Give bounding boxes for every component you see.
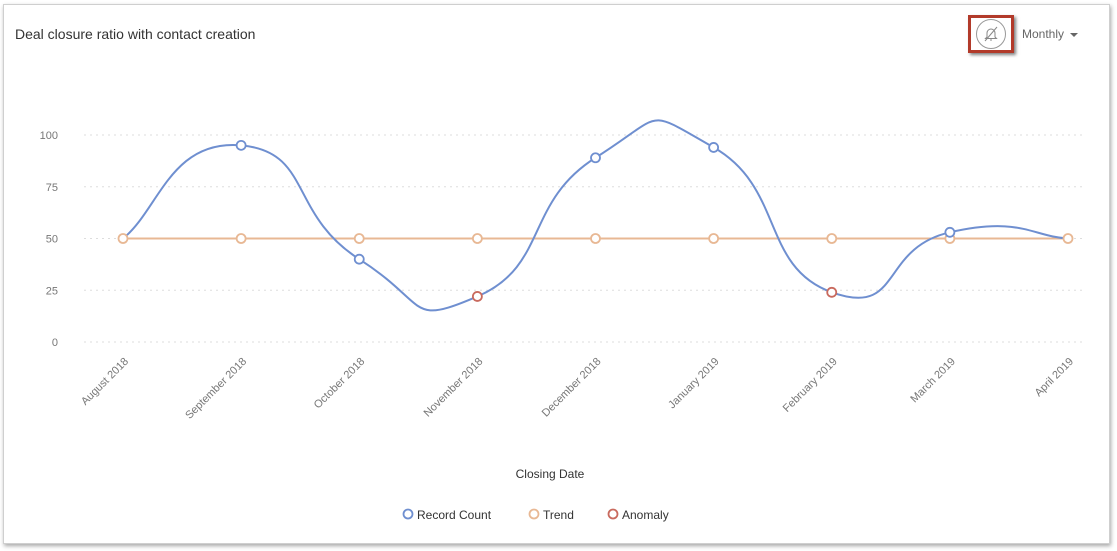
chevron-down-icon	[1070, 32, 1079, 37]
legend-marker	[607, 508, 619, 520]
x-tick-label: April 2019	[1033, 356, 1077, 400]
record-count-point	[353, 253, 365, 265]
record-count-point	[235, 139, 247, 151]
trend-point	[1062, 233, 1074, 244]
x-tick-label: August 2018	[79, 356, 131, 408]
x-axis-label: Closing Date	[516, 467, 585, 481]
legend-marker	[402, 508, 414, 520]
x-tick-label: December 2018	[540, 356, 604, 420]
x-tick-label: March 2019	[908, 356, 958, 406]
trend-point	[353, 233, 365, 244]
trend-point	[117, 233, 129, 244]
trend-point	[708, 233, 720, 244]
bell-off-icon	[976, 19, 1006, 49]
x-tick-label: October 2018	[312, 356, 368, 412]
x-tick-label: November 2018	[422, 356, 486, 420]
record-count-point	[590, 152, 601, 164]
x-tick-label: February 2019	[781, 356, 840, 415]
period-label: Monthly	[1022, 27, 1065, 41]
legend-label: Record Count	[417, 508, 492, 522]
trend-point	[826, 233, 838, 244]
y-tick-label: 100	[40, 130, 58, 142]
trend-point	[235, 233, 247, 244]
anomaly-alert-button[interactable]	[968, 15, 1014, 53]
chart-title: Deal closure ratio with contact creation	[15, 26, 256, 42]
chart-card	[3, 4, 1110, 544]
y-tick-label: 50	[46, 234, 58, 246]
y-tick-label: 75	[46, 182, 58, 194]
legend-marker	[528, 508, 540, 520]
x-tick-label: September 2018	[183, 356, 249, 422]
record-count-line	[122, 119, 1069, 312]
trend-point	[590, 233, 601, 244]
record-count-point	[944, 226, 956, 238]
period-dropdown[interactable]: Monthly	[1022, 27, 1079, 41]
y-tick-label: 0	[52, 337, 58, 349]
legend-label: Anomaly	[622, 508, 669, 522]
anomaly-point	[826, 286, 838, 298]
anomaly-point	[471, 291, 483, 302]
legend-label: Trend	[543, 508, 574, 522]
record-count-point	[708, 142, 720, 153]
trend-point	[471, 233, 483, 244]
y-tick-label: 25	[46, 285, 58, 297]
x-tick-label: January 2019	[666, 356, 722, 412]
